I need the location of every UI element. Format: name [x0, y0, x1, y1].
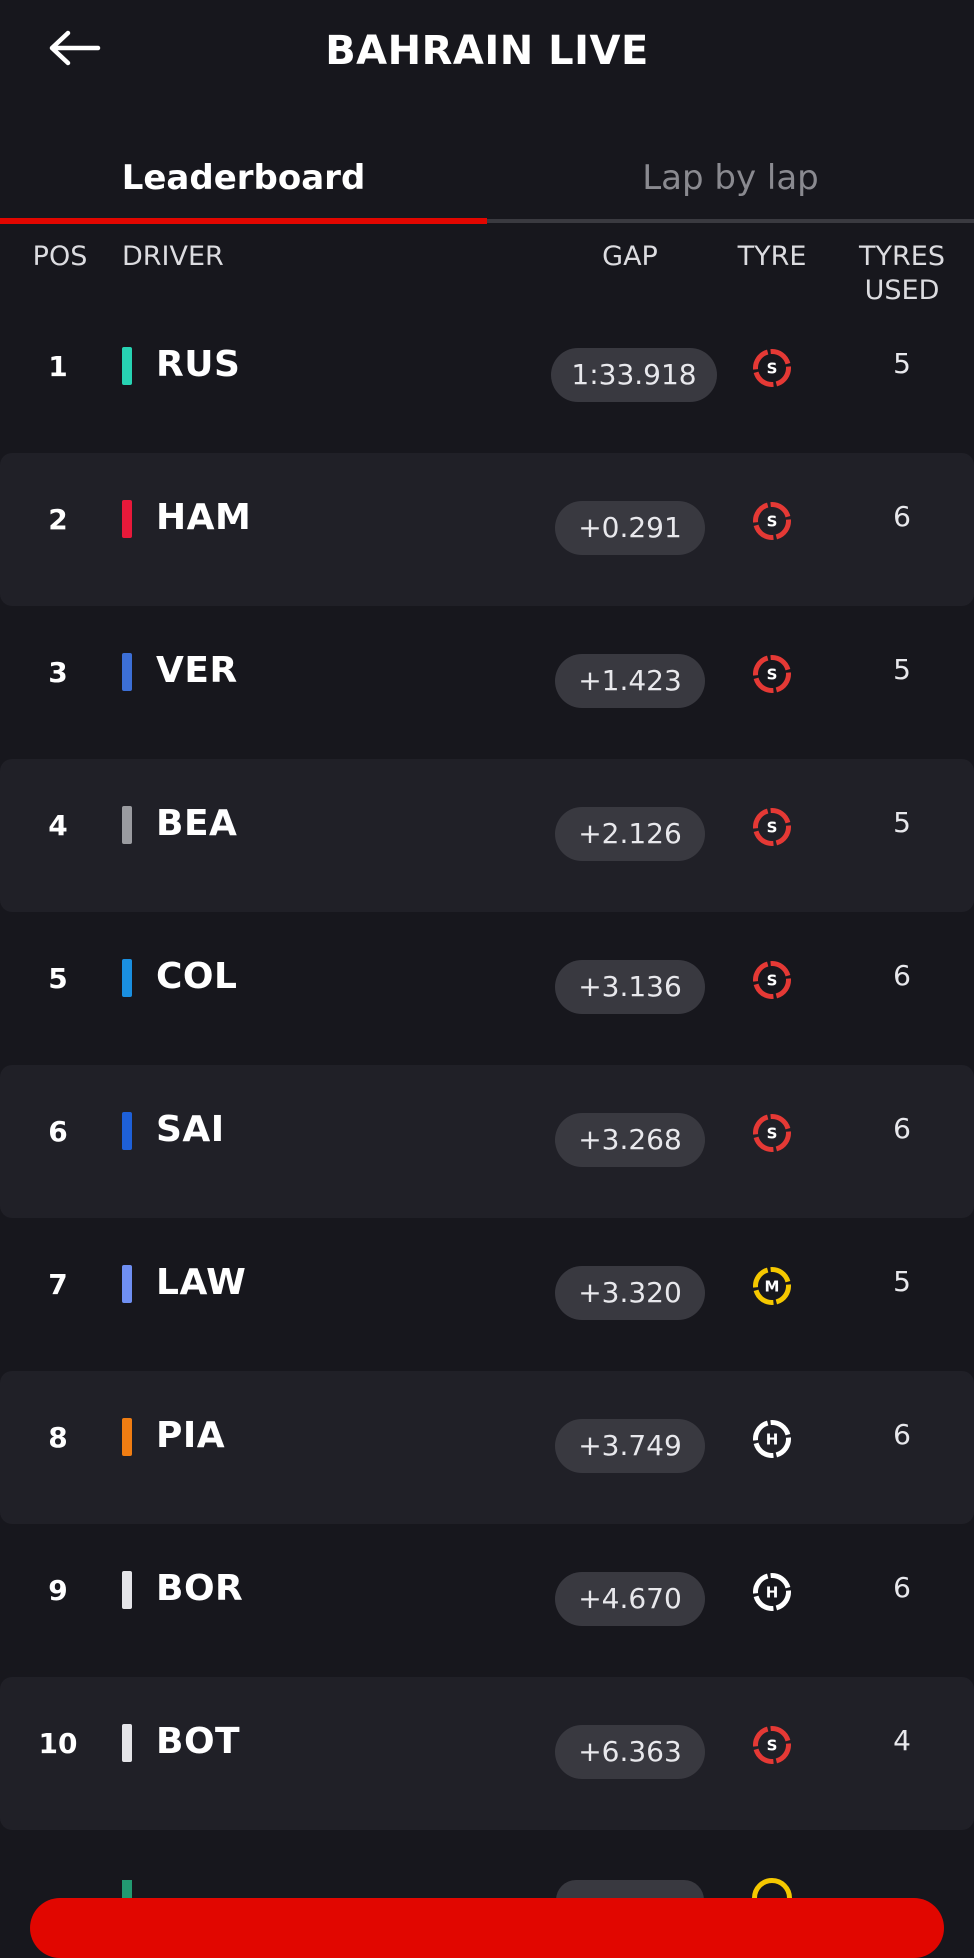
- driver-code: RUS: [156, 344, 241, 385]
- gap-pill: +4.670: [555, 1572, 705, 1626]
- leaderboard-row[interactable]: 1 RUS 1:33.918 S 5: [0, 300, 974, 453]
- svg-text:M: M: [765, 1278, 780, 1296]
- leaderboard-row[interactable]: 6 SAI +3.268 S 6: [0, 1065, 974, 1218]
- tab-divider: [0, 219, 974, 223]
- column-header-pos: POS: [32, 241, 88, 272]
- position-number: 2: [48, 503, 68, 536]
- position-number: 8: [48, 1421, 68, 1454]
- position-number: 6: [48, 1115, 68, 1148]
- driver-code: BOT: [156, 1721, 241, 1762]
- medium-tyre-icon: [752, 1878, 792, 1908]
- gap-pill: +0.291: [555, 501, 705, 555]
- tyres-used-count: 5: [893, 347, 911, 380]
- active-tab-indicator: [0, 218, 487, 224]
- leaderboard-row[interactable]: 5 COL +3.136 S 6: [0, 912, 974, 1065]
- tyres-used-count: 6: [893, 1571, 911, 1604]
- bottom-action-button[interactable]: [30, 1898, 944, 1958]
- svg-text:H: H: [766, 1431, 779, 1449]
- svg-text:S: S: [767, 972, 778, 990]
- team-color-bar: [122, 500, 132, 538]
- column-header-tyre: TYRE: [737, 241, 807, 272]
- tyres-used-count: 6: [893, 1418, 911, 1451]
- driver-code: PIA: [156, 1415, 226, 1456]
- team-color-bar: [122, 1571, 132, 1609]
- leaderboard-row[interactable]: 9 BOR +4.670 H 6: [0, 1524, 974, 1677]
- position-number: 3: [48, 656, 68, 689]
- driver-code: COL: [156, 956, 238, 997]
- team-color-bar: [122, 959, 132, 997]
- svg-text:S: S: [767, 666, 778, 684]
- tab-lap-by-lap[interactable]: Lap by lap: [642, 158, 819, 198]
- tyres-used-count: 5: [893, 653, 911, 686]
- position-number: 5: [48, 962, 68, 995]
- tyres-used-count: 4: [893, 1724, 911, 1757]
- soft-tyre-icon: S: [753, 961, 791, 999]
- svg-text:S: S: [767, 360, 778, 378]
- gap-pill: +6.363: [555, 1725, 705, 1779]
- leaderboard-row[interactable]: 10 BOT +6.363 S 4: [0, 1677, 974, 1830]
- svg-text:S: S: [767, 513, 778, 531]
- position-number: 9: [48, 1574, 68, 1607]
- driver-code: BOR: [156, 1568, 244, 1609]
- team-color-bar: [122, 1265, 132, 1303]
- page-title: BAHRAIN LIVE: [325, 28, 649, 74]
- hard-tyre-icon: H: [753, 1573, 791, 1611]
- app-header: BAHRAIN LIVE: [0, 0, 974, 100]
- hard-tyre-icon: H: [753, 1420, 791, 1458]
- driver-code: LAW: [156, 1262, 247, 1303]
- tyres-used-count: 5: [893, 806, 911, 839]
- position-number: 10: [38, 1727, 78, 1760]
- gap-pill: +3.749: [555, 1419, 705, 1473]
- column-header-gap: GAP: [602, 241, 658, 272]
- team-color-bar: [122, 1112, 132, 1150]
- leaderboard-row[interactable]: 4 BEA +2.126 S 5: [0, 759, 974, 912]
- gap-pill: 1:33.918: [551, 348, 717, 402]
- driver-code: HAM: [156, 497, 252, 538]
- tyres-used-count: 5: [893, 1265, 911, 1298]
- tyres-used-count: 6: [893, 1112, 911, 1145]
- soft-tyre-icon: S: [753, 1726, 791, 1764]
- tyres-used-count: 6: [893, 500, 911, 533]
- medium-tyre-icon: M: [753, 1267, 791, 1305]
- leaderboard-row[interactable]: 8 PIA +3.749 H 6: [0, 1371, 974, 1524]
- arrow-left-icon: [49, 30, 101, 66]
- team-color-bar: [122, 1724, 132, 1762]
- soft-tyre-icon: S: [753, 808, 791, 846]
- leaderboard-row[interactable]: 7 LAW +3.320 M 5: [0, 1218, 974, 1371]
- svg-text:H: H: [766, 1584, 779, 1602]
- back-button[interactable]: [44, 22, 106, 74]
- position-number: 7: [48, 1268, 68, 1301]
- column-header-driver: DRIVER: [122, 241, 224, 272]
- team-color-bar: [122, 653, 132, 691]
- position-number: 4: [48, 809, 68, 842]
- tab-bar: Leaderboard Lap by lap: [0, 145, 974, 225]
- soft-tyre-icon: S: [753, 1114, 791, 1152]
- gap-pill: +3.136: [555, 960, 705, 1014]
- team-color-bar: [122, 1418, 132, 1456]
- tyres-used-count: 6: [893, 959, 911, 992]
- gap-pill: +3.320: [555, 1266, 705, 1320]
- leaderboard-row[interactable]: 2 HAM +0.291 S 6: [0, 453, 974, 606]
- position-number: 1: [48, 350, 68, 383]
- gap-pill: +3.268: [555, 1113, 705, 1167]
- driver-code: VER: [156, 650, 238, 691]
- svg-text:S: S: [767, 1737, 778, 1755]
- team-color-bar: [122, 806, 132, 844]
- gap-pill: +1.423: [555, 654, 705, 708]
- soft-tyre-icon: S: [753, 502, 791, 540]
- driver-code: BEA: [156, 803, 238, 844]
- svg-text:S: S: [767, 819, 778, 837]
- column-header-tyres-used: TYRES USED: [846, 240, 958, 308]
- tab-leaderboard[interactable]: Leaderboard: [121, 158, 366, 198]
- driver-code: SAI: [156, 1109, 225, 1150]
- team-color-bar: [122, 1880, 132, 1900]
- soft-tyre-icon: S: [753, 655, 791, 693]
- svg-text:S: S: [767, 1125, 778, 1143]
- column-header-tyres-used-line1: TYRES: [859, 241, 945, 272]
- column-header-tyres-used-line2: USED: [864, 275, 940, 306]
- soft-tyre-icon: S: [753, 349, 791, 387]
- gap-pill: +2.126: [555, 807, 705, 861]
- leaderboard-row[interactable]: 3 VER +1.423 S 5: [0, 606, 974, 759]
- team-color-bar: [122, 347, 132, 385]
